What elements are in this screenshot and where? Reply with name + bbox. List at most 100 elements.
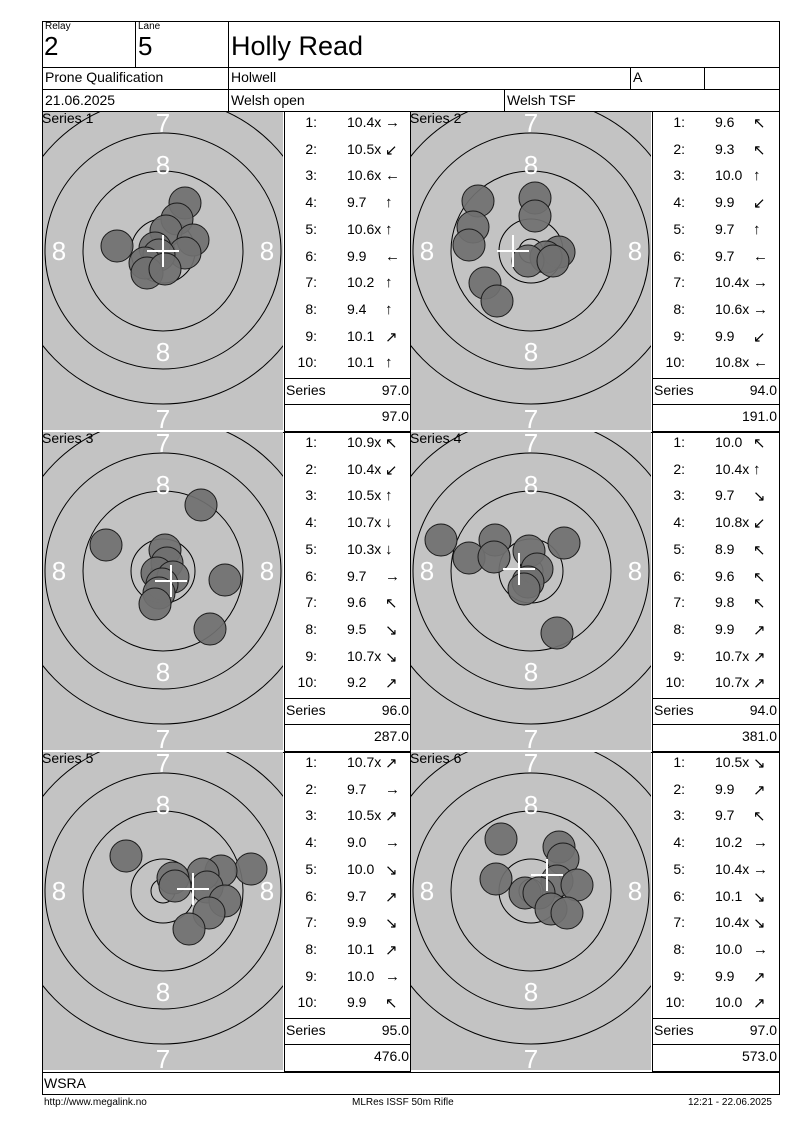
- shot-row: 9: 10.1 ↗: [285, 328, 411, 348]
- shot-number: 7:: [305, 274, 317, 291]
- cumulative-total: 191.0: [741, 408, 777, 424]
- shot-row: 9: 10.7x ↘: [285, 648, 411, 668]
- ring-label-7-top: 7: [156, 752, 170, 778]
- shot-number: 6:: [673, 567, 685, 584]
- shot-direction-arrow: ↘: [385, 648, 398, 666]
- ring-label-8-right: 8: [628, 876, 642, 906]
- shot-value: 9.9: [347, 247, 367, 264]
- shot-number: 9:: [305, 967, 317, 984]
- shot-number: 4:: [673, 194, 685, 211]
- shot-value: 9.9: [715, 620, 735, 637]
- shot-direction-arrow: →: [753, 300, 768, 318]
- shot-row: 6: 10.1 ↘: [653, 888, 779, 908]
- shot-row: 7: 10.2 ↑: [285, 274, 411, 294]
- shot-direction-arrow: →: [753, 860, 768, 878]
- ring-9: [82, 490, 244, 652]
- shot-number: 10:: [665, 354, 685, 371]
- shot-row: 1: 10.7x ↗: [285, 754, 411, 774]
- shot-number: 6:: [673, 247, 685, 264]
- shot-row: 3: 10.0 ↑: [653, 167, 779, 187]
- shot-row: 10: 10.1 ↑: [285, 354, 411, 374]
- series-total-value: 94.0: [749, 382, 777, 398]
- shot-row: 7: 9.8 ↖: [653, 594, 779, 614]
- shot-row: 5: 10.6x ↑: [285, 221, 411, 241]
- shot-value: 9.7: [715, 487, 735, 504]
- shot-direction-arrow: ↙: [753, 328, 766, 346]
- website-url[interactable]: http://www.megalink.no: [44, 1097, 147, 1108]
- shot-hole: [536, 244, 570, 278]
- shot-row: 3: 10.5x ↗: [285, 807, 411, 827]
- shot-number: 1:: [673, 754, 685, 770]
- shot-value: 10.6x: [347, 167, 382, 184]
- shot-value: 9.3: [715, 140, 735, 157]
- cumulative-total: 381.0: [741, 728, 777, 744]
- shot-hole: [158, 869, 192, 903]
- shot-hole: [507, 572, 541, 606]
- shot-hole: [193, 612, 227, 646]
- shot-value: 10.3x: [347, 540, 382, 557]
- shot-value: 10.7x: [347, 514, 382, 531]
- shot-direction-arrow: →: [385, 567, 400, 585]
- shot-number: 1:: [673, 434, 685, 450]
- series-label: Series 5: [42, 750, 94, 766]
- shot-number: 9:: [673, 647, 685, 664]
- shot-row: 9: 9.9 ↗: [653, 968, 779, 988]
- shot-number: 3:: [673, 807, 685, 824]
- shot-direction-arrow: ↓: [385, 540, 393, 558]
- series-total-label: Series: [286, 1022, 326, 1038]
- shot-value: 9.4: [347, 300, 367, 317]
- ring-label-8-right: 8: [260, 556, 274, 586]
- shot-direction-arrow: ↗: [753, 781, 766, 799]
- ring-8: [44, 772, 282, 1010]
- shot-list: 1: 10.7x ↗ 2: 9.7 → 3: 10.5x ↗ 4: 9.0 → 5: 10.0 ↘ 6: 9.7…: [284, 752, 411, 1072]
- ring-7: [411, 752, 651, 1045]
- shot-direction-arrow: ↗: [753, 648, 766, 666]
- shot-direction-arrow: ↑: [753, 167, 761, 185]
- shot-number: 4:: [305, 514, 317, 531]
- shot-direction-arrow: ←: [385, 167, 400, 185]
- shot-row: 7: 10.4x ↘: [653, 914, 779, 934]
- ring-label-8-bottom: 8: [524, 977, 538, 1007]
- target-panel: 7 8 8 8 8 7 Series 2: [410, 110, 651, 430]
- ring-7: [411, 432, 651, 725]
- shot-direction-arrow: ↖: [753, 808, 766, 826]
- shot-number: 2:: [305, 780, 317, 797]
- shot-row: 6: 9.6 ↖: [653, 568, 779, 588]
- ring-label-8-left: 8: [52, 876, 66, 906]
- shot-value: 10.4x: [715, 860, 750, 877]
- shot-number: 7:: [305, 594, 317, 611]
- shot-number: 5:: [673, 860, 685, 877]
- shot-row: 1: 10.0 ↖: [653, 434, 779, 454]
- ring-label-8-top: 8: [524, 150, 538, 180]
- ring-label-7-bottom: 7: [156, 1044, 170, 1070]
- shot-direction-arrow: ↗: [753, 621, 766, 639]
- shot-number: 1:: [305, 754, 317, 770]
- shot-number: 8:: [305, 300, 317, 317]
- shot-value: 10.0: [715, 940, 743, 957]
- shot-direction-arrow: ↖: [753, 541, 766, 559]
- ring-label-8-left: 8: [420, 236, 434, 266]
- shot-row: 7: 10.4x →: [653, 274, 779, 294]
- ring-label-8-bottom: 8: [524, 657, 538, 687]
- shot-number: 1:: [305, 434, 317, 450]
- shot-hole: [477, 540, 511, 574]
- shot-value: 9.6: [347, 594, 367, 611]
- shot-number: 10:: [297, 674, 317, 691]
- shot-value: 10.2: [347, 274, 375, 291]
- shot-number: 10:: [665, 994, 685, 1011]
- shot-number: 10:: [297, 994, 317, 1011]
- shot-value: 9.9: [715, 967, 735, 984]
- shot-direction-arrow: →: [753, 940, 768, 958]
- shot-row: 2: 9.7 →: [285, 781, 411, 801]
- shot-row: 2: 9.9 ↗: [653, 781, 779, 801]
- shot-value: 9.7: [715, 247, 735, 264]
- shot-hole: [424, 523, 458, 557]
- shot-direction-arrow: ↙: [753, 195, 766, 213]
- shot-row: 10: 10.7x ↗: [653, 674, 779, 694]
- shot-direction-arrow: →: [385, 780, 400, 798]
- shot-number: 6:: [305, 567, 317, 584]
- shot-direction-arrow: ↘: [753, 755, 766, 772]
- target-panel: 7 8 8 8 8 7 Series 4: [410, 430, 651, 750]
- shot-number: 8:: [673, 620, 685, 637]
- ring-7: [43, 432, 283, 725]
